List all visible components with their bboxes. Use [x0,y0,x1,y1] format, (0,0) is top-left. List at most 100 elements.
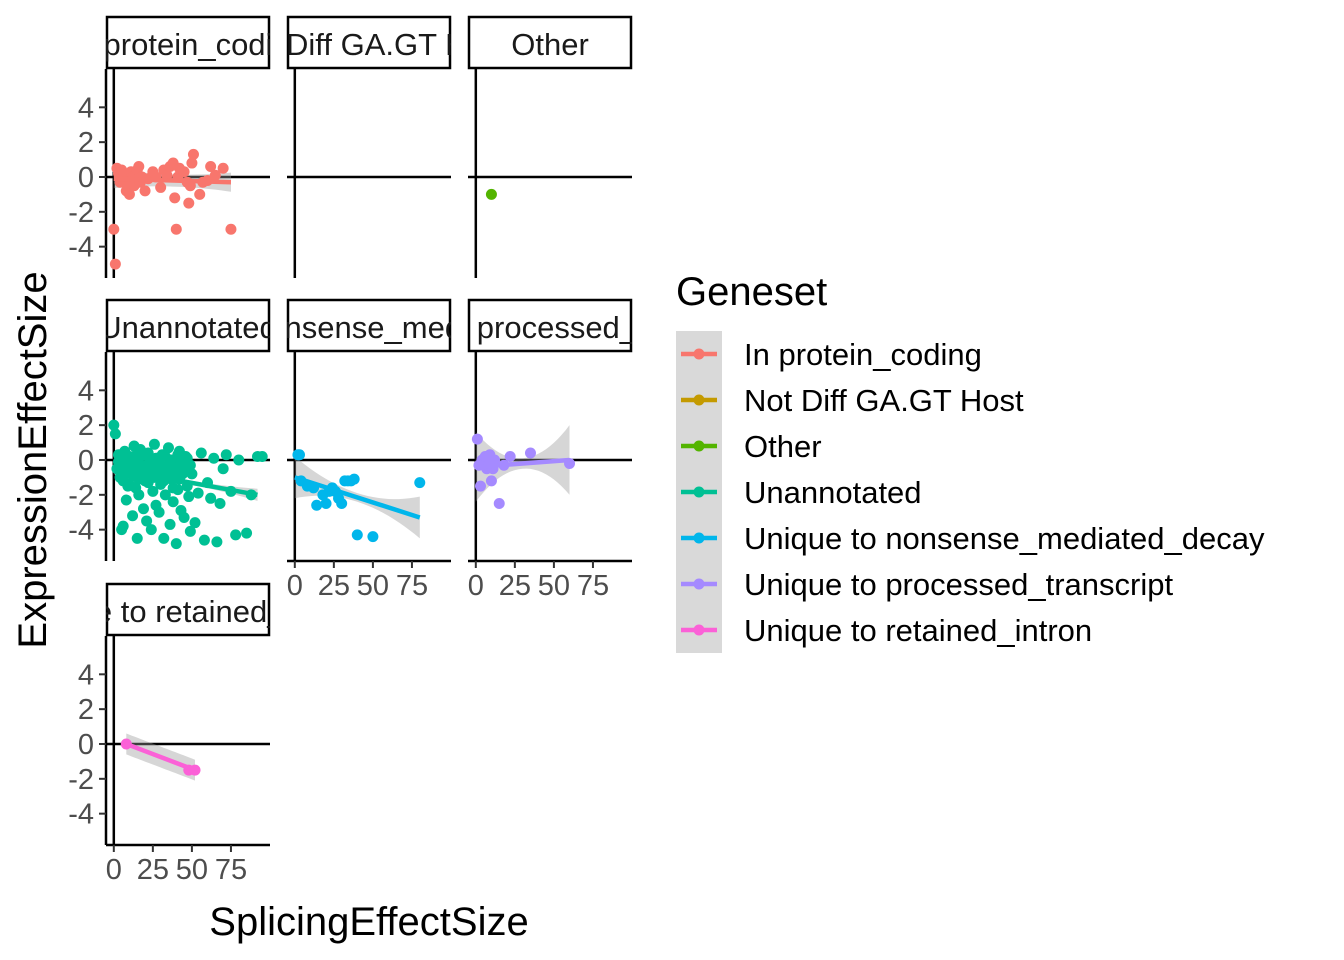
data-point [225,223,237,235]
x-axis-title: SplicingEffectSize [209,900,528,944]
legend: Geneset In protein_coding Not Diff GA.GT … [676,270,1265,653]
data-point [256,451,268,462]
trend-line [113,176,232,185]
data-point [108,419,120,431]
facet-strip [105,298,271,353]
data-point [184,459,196,471]
data-point [147,485,159,497]
trend-line [125,741,196,773]
data-point [414,477,426,489]
facet-strip-label: Unique to retained_intron [14,594,362,629]
x-tick-label: 50 [176,854,208,886]
trend-line [113,466,258,498]
legend-key-point [693,486,705,498]
data-point [184,525,196,537]
facet-strip [286,15,452,70]
legend-item-label: Unique to processed_transcript [744,567,1173,602]
data-point [489,454,501,466]
y-axis-title: ExpressionEffectSize [11,271,55,648]
data-point [183,197,195,209]
data-point [198,534,210,546]
data-point [167,482,179,494]
data-point [311,499,323,511]
facet-strip [105,582,271,637]
facet-strip-label: Not Diff GA.GT Host [229,27,509,62]
legend-key-point [693,532,705,544]
y-tick-label: 4 [78,92,94,124]
data-point [137,503,149,515]
data-point [123,188,135,200]
legend-key-point [693,348,705,360]
y-tick-label: -4 [68,515,94,547]
data-point [504,451,516,462]
data-point [230,529,242,541]
data-point [178,166,190,178]
data-point [178,511,190,523]
data-point [117,520,129,532]
data-point [524,447,536,459]
y-tick-label: -2 [68,480,94,512]
facet-strip [467,15,633,70]
facet-strip-label: In protein_coding [69,27,307,62]
data-point [493,498,505,510]
x-tick-label: 0 [468,570,484,602]
data-point [120,494,132,506]
data-point [187,148,199,160]
data-point [109,428,121,440]
facet-strip-label: Unique to processed_transcript [335,310,764,345]
x-tick-label: 50 [357,570,389,602]
data-point [167,496,179,508]
facet-panel: Other [467,15,633,278]
data-point [169,192,181,204]
y-tick-label: 4 [78,659,94,691]
y-tick-label: -4 [68,232,94,264]
data-point [153,506,165,518]
legend-key-point [693,578,705,590]
data-point [131,532,143,544]
data-point [195,447,207,459]
data-point [170,223,182,235]
data-point [170,538,182,550]
data-point [183,491,195,503]
trend-line [475,457,570,470]
x-tick-label: 25 [318,570,350,602]
data-point [474,480,486,492]
y-tick-label: -2 [68,197,94,229]
data-point [139,185,151,197]
data-point [155,181,167,193]
data-point [205,492,217,504]
data-point [109,258,121,270]
data-point [145,524,157,536]
data-point [155,459,167,471]
facet-strip-label: Other [511,27,589,62]
data-point [164,518,176,530]
data-point [485,475,497,487]
data-point [177,468,189,480]
facet-panel: Not Diff GA.GT Host [229,15,509,278]
legend-item-label: Other [744,429,822,464]
x-tick-label: 50 [538,570,570,602]
data-point [233,454,245,466]
data-point [220,449,232,461]
data-point [293,449,305,461]
x-tick-label: 75 [215,854,247,886]
data-point [189,517,201,529]
x-tick-label: 75 [396,570,428,602]
data-point [485,188,497,200]
y-tick-label: 2 [78,127,94,159]
legend-item-label: Not Diff GA.GT Host [744,383,1024,418]
data-point [133,489,145,501]
data-point [108,223,120,235]
legend-items: In protein_coding Not Diff GA.GT Host Othe… [681,337,1265,648]
data-point [208,452,220,464]
legend-item-label: In protein_coding [744,337,982,372]
data-point [162,442,174,454]
data-point [159,489,171,501]
x-tick-label: 0 [287,570,303,602]
y-tick-label: 2 [78,694,94,726]
data-point [186,157,198,169]
facet-strip [467,298,633,353]
data-point [205,161,217,173]
